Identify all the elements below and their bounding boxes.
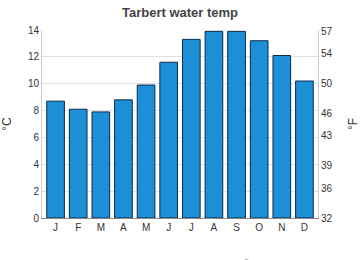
svg-text:14: 14	[28, 25, 40, 36]
svg-text:J: J	[189, 222, 194, 233]
svg-text:J: J	[166, 222, 171, 233]
svg-text:O: O	[255, 222, 263, 233]
svg-text:S: S	[233, 222, 240, 233]
svg-text:© www.seatemperature.org: © www.seatemperature.org	[243, 258, 352, 260]
svg-text:10: 10	[28, 78, 40, 89]
svg-text:D: D	[301, 222, 308, 233]
svg-text:F: F	[75, 222, 81, 233]
svg-text:A: A	[211, 222, 218, 233]
svg-text:50: 50	[321, 78, 333, 89]
svg-text:32: 32	[321, 213, 333, 224]
svg-text:54: 54	[321, 48, 333, 59]
svg-text:Tarbert water temp: Tarbert water temp	[122, 5, 238, 20]
svg-text:°F: °F	[346, 118, 360, 130]
svg-text:8: 8	[33, 105, 39, 116]
svg-text:43: 43	[321, 130, 333, 141]
svg-text:0: 0	[33, 213, 39, 224]
svg-text:N: N	[278, 222, 285, 233]
svg-text:J: J	[53, 222, 58, 233]
svg-text:2: 2	[33, 186, 39, 197]
svg-text:°C: °C	[0, 117, 14, 131]
svg-text:A: A	[120, 222, 127, 233]
svg-text:M: M	[97, 222, 105, 233]
svg-text:46: 46	[321, 108, 333, 119]
svg-text:M: M	[142, 222, 150, 233]
svg-text:57: 57	[321, 26, 333, 37]
svg-text:6: 6	[33, 132, 39, 143]
svg-text:12: 12	[28, 51, 40, 62]
svg-text:4: 4	[33, 159, 39, 170]
svg-text:39: 39	[321, 160, 333, 171]
svg-text:36: 36	[321, 183, 333, 194]
